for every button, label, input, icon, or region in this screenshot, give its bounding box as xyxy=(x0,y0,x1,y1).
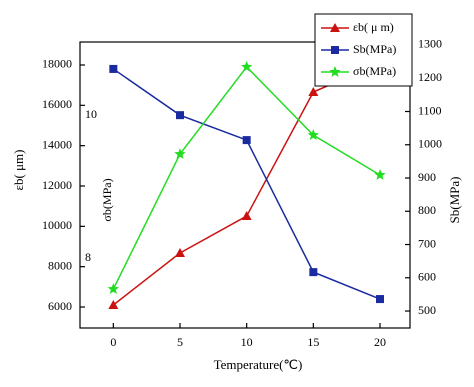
marker xyxy=(376,295,384,304)
marker xyxy=(307,129,319,140)
y2-tick-label: 900 xyxy=(418,170,436,184)
y2-tick-label: 700 xyxy=(418,236,436,250)
x-tick-label: 20 xyxy=(374,335,386,349)
x-axis-label: Temperature(℃) xyxy=(214,357,303,372)
marker xyxy=(175,247,185,257)
marker xyxy=(176,111,184,120)
marker xyxy=(108,300,119,310)
x-tick-label: 0 xyxy=(110,335,116,349)
y-tick-label: 14000 xyxy=(42,137,72,151)
legend-label: εb( μ m) xyxy=(353,20,394,34)
series-line xyxy=(112,68,381,300)
series-line xyxy=(112,62,381,306)
x-tick-label: 15 xyxy=(307,335,319,349)
x-tick-label: 5 xyxy=(177,335,183,349)
y-tick-label: 10000 xyxy=(42,218,72,232)
plot-frame xyxy=(79,41,411,329)
legend-marker xyxy=(329,66,341,77)
series-line xyxy=(112,65,381,290)
marker xyxy=(241,60,253,72)
marker xyxy=(308,87,319,97)
annotation: 10 xyxy=(85,107,97,121)
y-tick-label: 8000 xyxy=(48,258,72,272)
y2-tick-label: 1200 xyxy=(418,70,442,84)
y2-tick-label: 800 xyxy=(418,203,436,217)
legend-marker xyxy=(330,23,340,32)
y2-tick-label: 1100 xyxy=(418,103,442,117)
y2-tick-label: 500 xyxy=(418,303,436,317)
marker xyxy=(374,169,386,180)
legend-label: Sb(MPa) xyxy=(353,42,396,56)
annotation: 8 xyxy=(85,250,91,264)
legend-label: σb(MPa) xyxy=(353,64,396,78)
y2-tick-label: 600 xyxy=(418,270,436,284)
marker xyxy=(309,268,318,277)
y2-tick-label: 1300 xyxy=(418,37,442,51)
y-tick-label: 12000 xyxy=(42,178,72,192)
marker xyxy=(174,148,186,159)
legend-marker xyxy=(331,46,339,54)
y-axis-label: εb( μm) xyxy=(11,150,26,191)
y-tick-label: 6000 xyxy=(48,299,72,313)
marker xyxy=(241,211,252,221)
annotation: σb(MPa) xyxy=(100,178,114,221)
y2-tick-label: 1000 xyxy=(418,137,442,151)
y-tick-label: 18000 xyxy=(42,57,72,71)
marker xyxy=(109,64,118,73)
marker xyxy=(242,136,251,145)
marker xyxy=(107,283,119,294)
y2-axis-label: Sb(MPa) xyxy=(447,177,462,224)
y-tick-label: 16000 xyxy=(42,97,72,111)
x-tick-label: 10 xyxy=(241,335,253,349)
